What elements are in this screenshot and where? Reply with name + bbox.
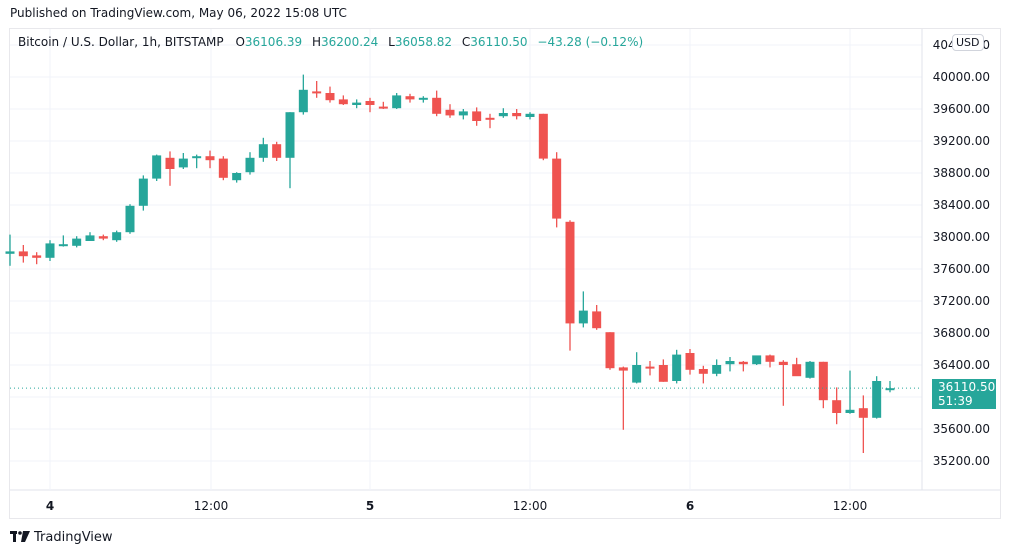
symbol-legend: Bitcoin / U.S. Dollar, 1h, BITSTAMP O361… [18,35,649,49]
svg-text:12:00: 12:00 [833,499,868,513]
svg-text:39200.00: 39200.00 [933,134,990,148]
svg-text:38800.00: 38800.00 [933,166,990,180]
change-value: −43.28 (−0.12%) [537,35,644,49]
time-axis[interactable]: 4 12:00 5 12:00 6 12:00 [46,499,867,513]
low-value: 36058.82 [394,35,453,49]
svg-text:4: 4 [46,499,54,513]
svg-text:38000.00: 38000.00 [933,230,990,244]
price-axis[interactable]: 40000.00 39600.00 39200.00 38800.00 38400.00… [933,38,990,468]
svg-text:37600.00: 37600.00 [933,262,990,276]
high-label: H [312,35,322,49]
tradingview-brand-text: TradingView [34,530,113,545]
low-label: L [388,35,395,49]
svg-text:38400.00: 38400.00 [933,198,990,212]
tradingview-logo-icon [10,530,30,545]
bar-countdown: 51:39 [938,394,973,408]
svg-text:37200.00: 37200.00 [933,294,990,308]
close-value: 36110.50 [470,35,528,49]
footer-brand[interactable]: TradingView [10,530,113,545]
last-price-value: 36110.50 [938,380,996,394]
symbol-title: Bitcoin / U.S. Dollar, 1h, BITSTAMP [18,35,224,49]
svg-text:5: 5 [366,499,374,513]
high-value: 36200.24 [321,35,379,49]
candles [5,74,895,453]
last-price-label: 36110.50 51:39 [932,379,996,409]
svg-text:12:00: 12:00 [194,499,229,513]
svg-text:36800.00: 36800.00 [933,326,990,340]
chart-frame [9,28,1001,519]
svg-text:35600.00: 35600.00 [933,422,990,436]
svg-text:40000.00: 40000.00 [933,70,990,84]
grid-lines [10,29,1000,491]
close-label: C [461,35,471,49]
svg-text:35200.00: 35200.00 [933,454,990,468]
open-label: O [235,35,245,49]
currency-badge[interactable]: USD [952,34,984,51]
svg-text:36400.00: 36400.00 [933,358,990,372]
svg-text:39600.00: 39600.00 [933,102,990,116]
published-caption: Published on TradingView.com, May 06, 20… [10,6,347,20]
svg-text:12:00: 12:00 [513,499,548,513]
open-value: 36106.39 [244,35,303,49]
svg-text:6: 6 [686,499,694,513]
